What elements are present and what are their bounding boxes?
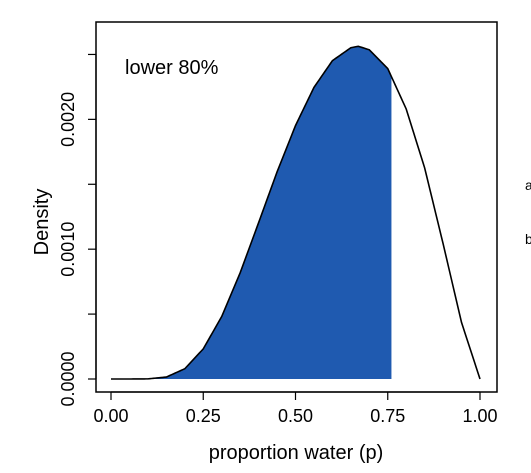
edge-fragment-1: a — [525, 177, 531, 193]
y-tick-label: 0.0020 — [58, 92, 78, 147]
y-tick-label: 0.0010 — [58, 222, 78, 277]
y-tick-label: 0.0000 — [58, 351, 78, 406]
y-axis: 0.0000 0.0010 0.0020 — [58, 53, 97, 407]
shaded-area-layer — [111, 46, 392, 379]
density-curve-layer — [111, 45, 481, 380]
y-axis-label: Density — [31, 189, 53, 256]
x-tick-label: 0.75 — [370, 406, 405, 426]
x-tick-label: 1.00 — [462, 406, 497, 426]
interval-annotation: lower 80% — [125, 57, 219, 79]
x-tick-label: 0.25 — [186, 406, 221, 426]
edge-fragment-2: b — [525, 231, 531, 247]
x-tick-label: 0.50 — [278, 406, 313, 426]
density-curve — [111, 45, 481, 380]
x-tick-label: 0.00 — [93, 406, 128, 426]
x-axis-label: proportion water (p) — [209, 442, 384, 464]
shaded-interval-area — [111, 46, 392, 379]
x-axis: 0.00 0.25 0.50 0.75 1.00 — [93, 391, 498, 426]
